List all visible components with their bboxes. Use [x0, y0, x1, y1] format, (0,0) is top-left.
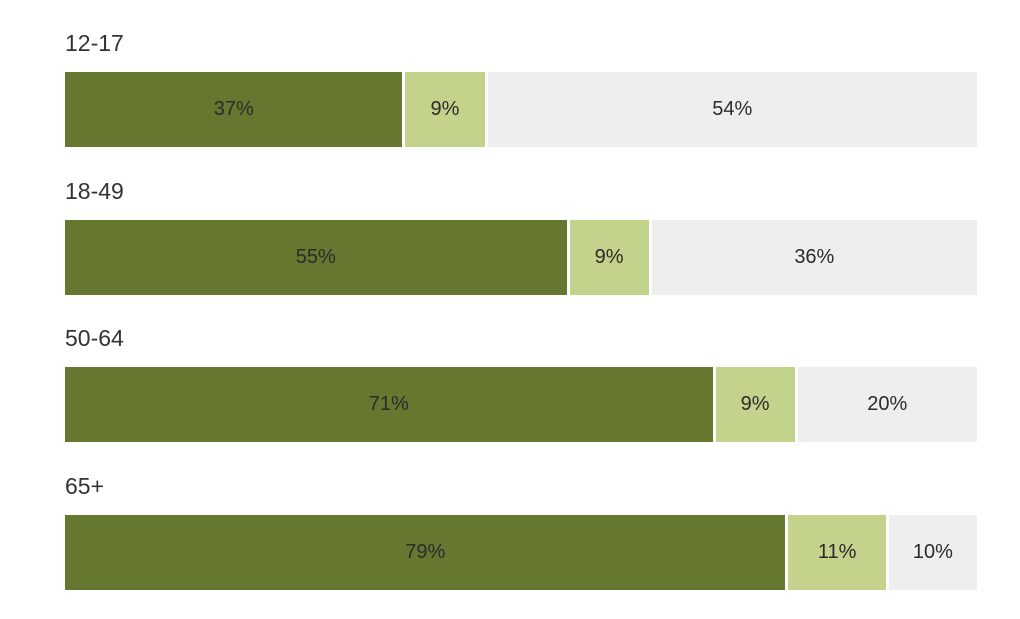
bar-segment: 10%	[885, 514, 977, 590]
category-label: 18-49	[65, 177, 124, 204]
stacked-bar: 79% 11% 10%	[65, 514, 977, 590]
category-label: 65+	[65, 472, 105, 499]
bar-segment: 79%	[65, 514, 786, 590]
bar-segment: 11%	[785, 514, 886, 590]
stacked-bar: 55% 9% 36%	[65, 219, 977, 295]
bar-segment: 9%	[712, 367, 795, 442]
bar-segment: 54%	[484, 72, 977, 147]
bar-segment: 9%	[402, 72, 485, 147]
stacked-bar: 71% 9% 20%	[65, 367, 977, 442]
category-label: 12-17	[65, 30, 124, 56]
bar-segment: 36%	[648, 219, 977, 295]
bar-segment: 71%	[65, 367, 713, 442]
stacked-bar: 37% 9% 54%	[65, 72, 977, 147]
bar-segment: 37%	[65, 72, 403, 147]
bar-segment: 55%	[65, 219, 567, 295]
category-label: 50-64	[65, 325, 124, 351]
bar-segment: 20%	[794, 367, 977, 442]
bar-segment: 9%	[566, 219, 649, 295]
